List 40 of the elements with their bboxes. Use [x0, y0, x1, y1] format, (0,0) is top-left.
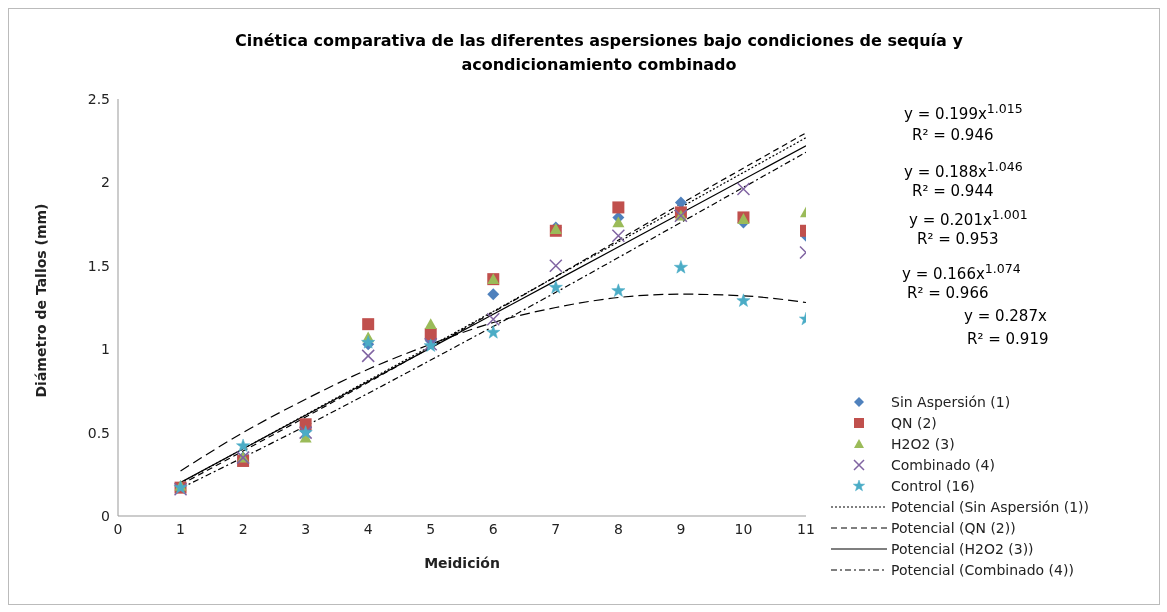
text: y = 0.199x$^{1.015}$ [904, 101, 1023, 123]
legend-label: QN (2) [891, 414, 937, 431]
y-tick-label: 2 [101, 174, 110, 191]
x-tick-label: 3 [301, 520, 311, 537]
text: y = 0.287x [964, 307, 1047, 325]
x-tick-label: 7 [551, 520, 561, 537]
x-axis-title: Meidición [424, 555, 500, 571]
text: y = 0.201x$^{1.001}$ [909, 207, 1028, 229]
x-tick-label: 8 [613, 520, 623, 537]
x-tick-label: 10 [734, 520, 753, 537]
x-tick-label: 1 [176, 520, 186, 537]
legend-label: Combinado (4) [891, 456, 995, 473]
x-tick-label: 4 [363, 520, 373, 537]
text: y = 0.166x$^{1.074}$ [902, 261, 1021, 283]
legend-label: Control (16) [891, 477, 975, 494]
x-tick-label: 2 [238, 520, 248, 537]
x-tick-label: 11 [797, 520, 815, 537]
x-tick-label: 9 [676, 520, 686, 537]
legend-label: Potencial (QN (2)) [891, 519, 1016, 536]
y-axis-title: Diámetro de Tallos (mm) [32, 203, 49, 398]
x-tick-label: 5 [426, 520, 436, 537]
x-tick-label: 0 [113, 520, 123, 537]
y-tick-label: 0 [101, 507, 110, 524]
text: R² = 0.966 [907, 284, 989, 302]
legend-label: Sin Aspersión (1) [891, 393, 1011, 410]
text: R² = 0.944 [912, 182, 994, 200]
text: y = 0.188x$^{1.046}$ [904, 159, 1023, 181]
x-tick-label: 6 [488, 520, 498, 537]
legend-label: H2O2 (3) [891, 435, 955, 452]
y-tick-label: 0.5 [87, 424, 110, 441]
text: R² = 0.953 [917, 230, 999, 248]
legend-label: Potencial (Sin Aspersión (1)) [891, 498, 1090, 515]
text: R² = 0.946 [912, 126, 994, 144]
legend-label: Potencial (Combinado (4)) [891, 561, 1074, 578]
y-tick-label: 1.5 [87, 257, 110, 274]
y-tick-label: 1 [101, 341, 110, 358]
chart-title: Cinética comparativa de las diferentes aspersiones bajo condiciones de sequía y acondicionamiento combinado [234, 30, 964, 76]
y-tick-label: 2.5 [87, 90, 110, 107]
legend-label: Potencial (H2O2 (3)) [891, 540, 1034, 557]
text: R² = 0.919 [967, 330, 1049, 348]
